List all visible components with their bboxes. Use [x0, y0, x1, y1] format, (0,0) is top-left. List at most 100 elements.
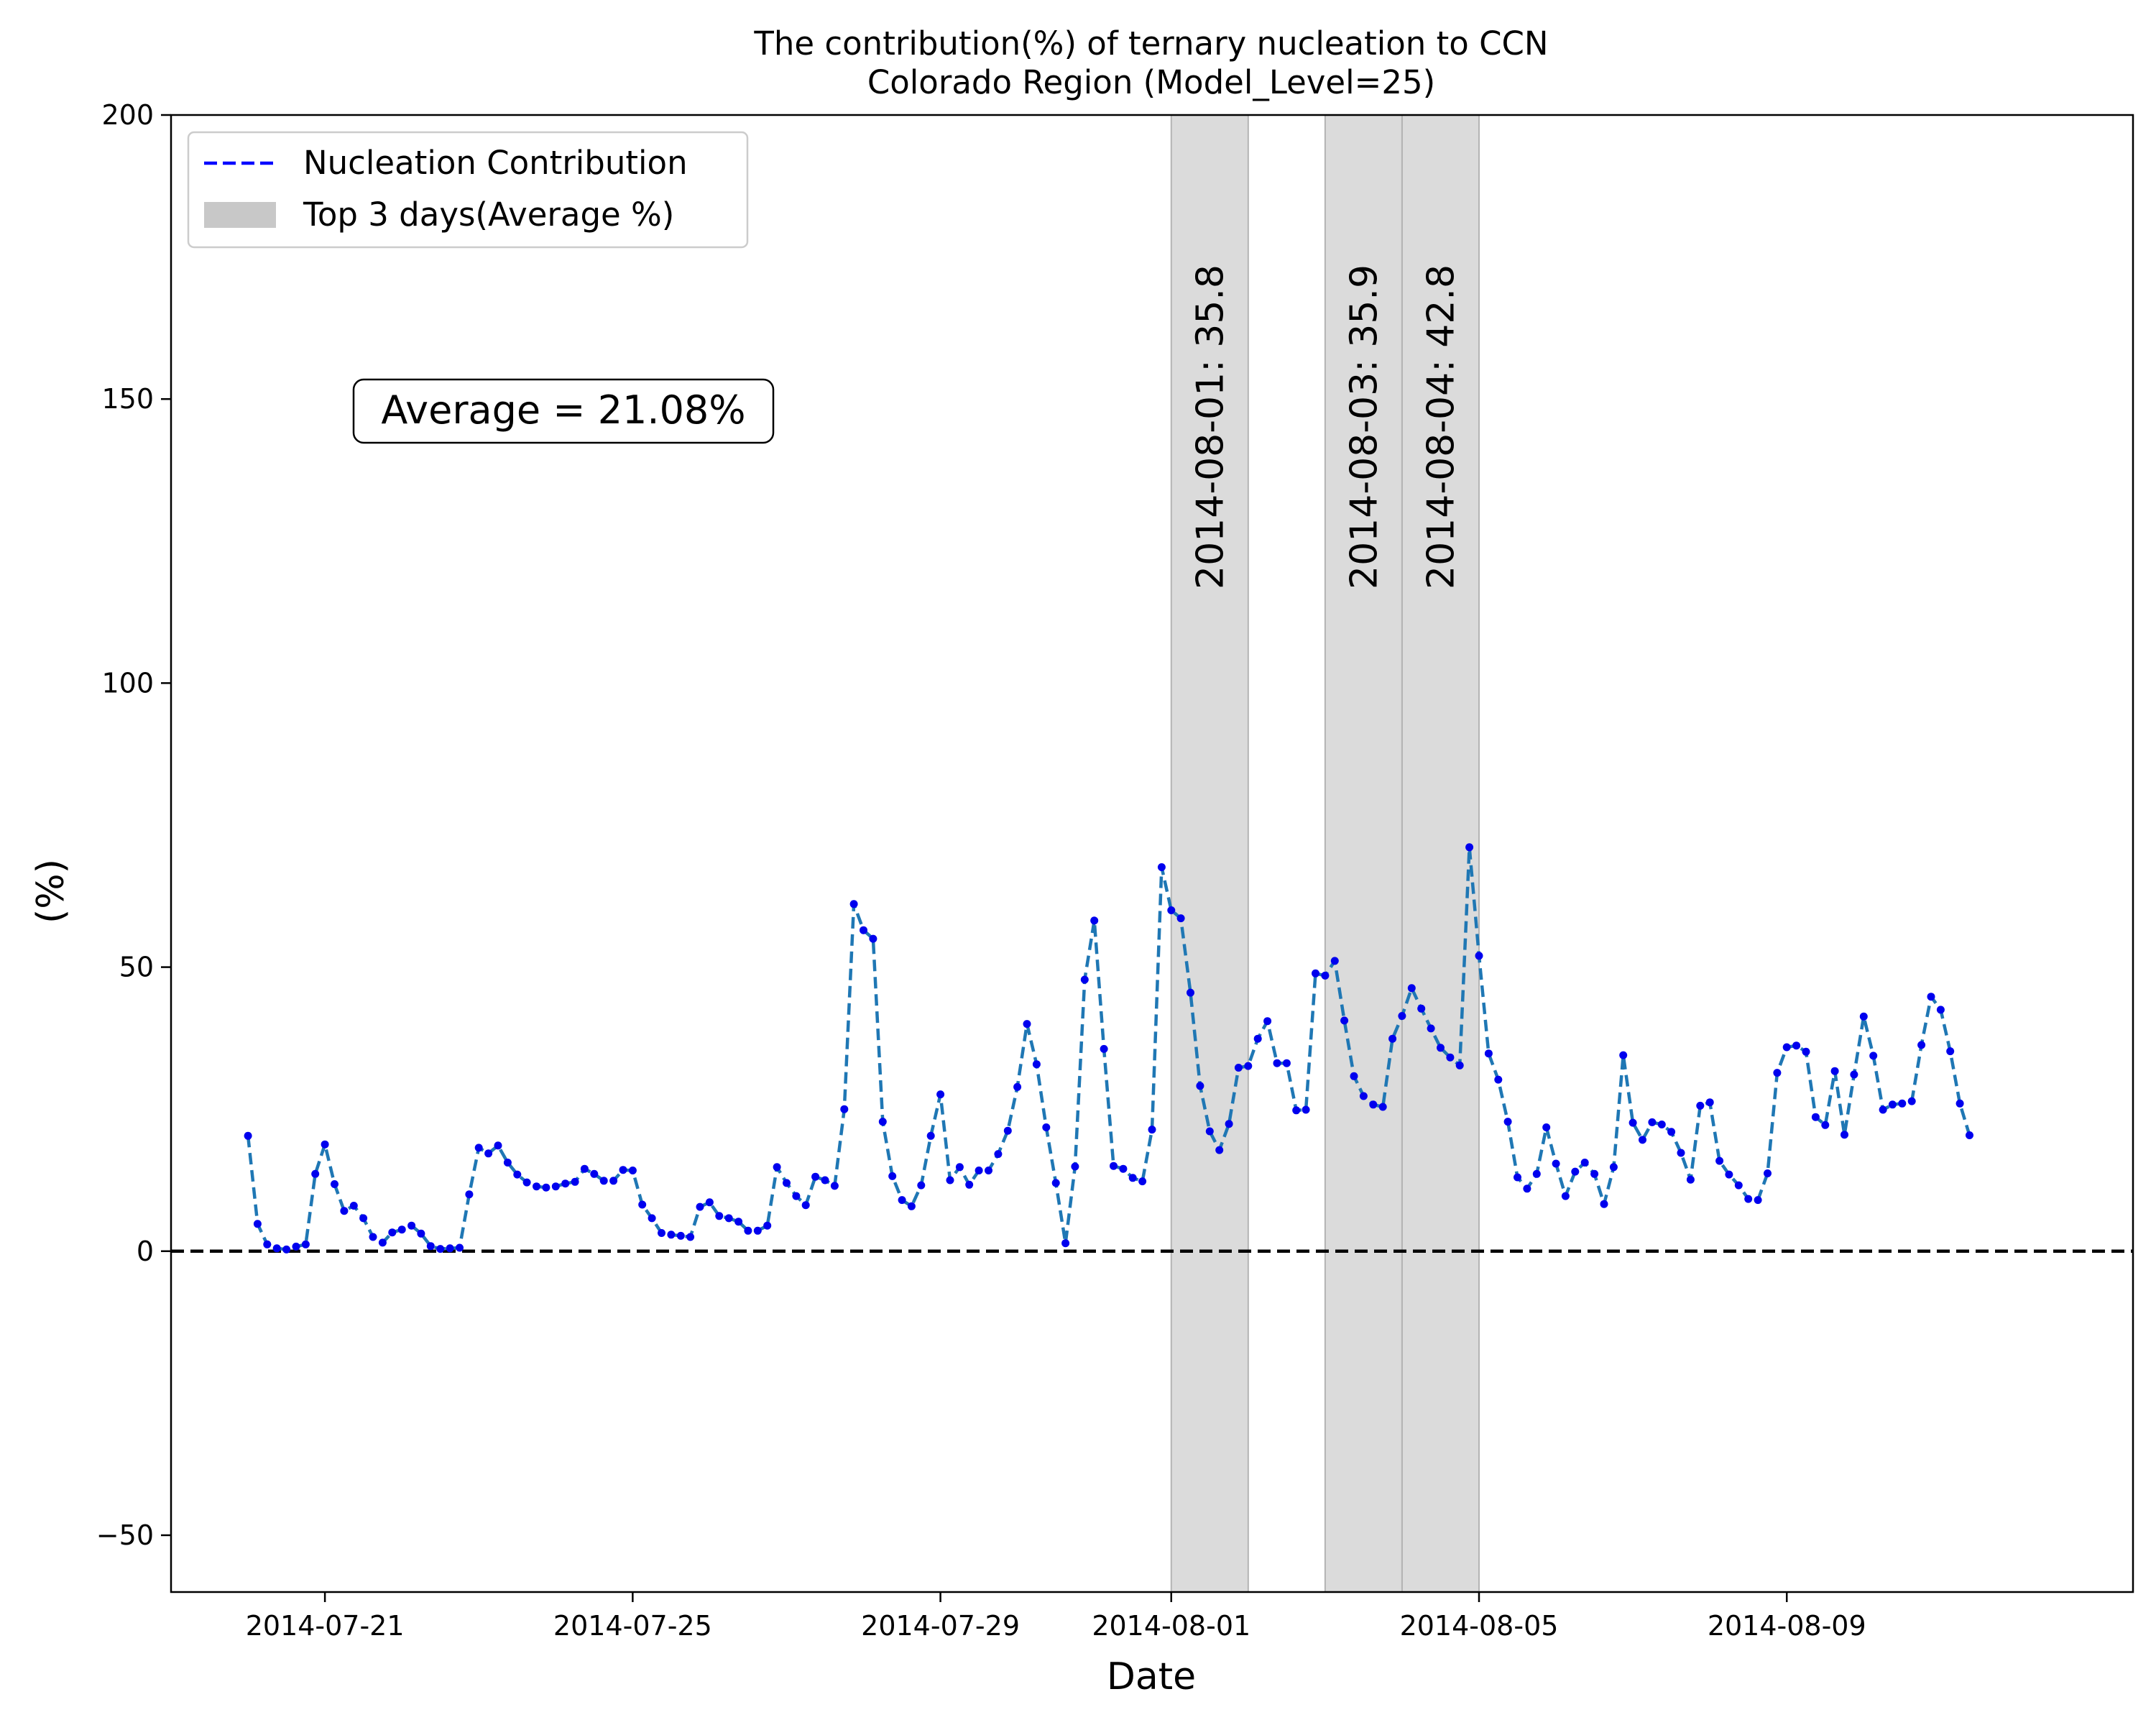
highlight-day-label-2: 2014-08-03: 35.9 — [1342, 264, 1386, 589]
data-point — [551, 1182, 560, 1191]
data-point — [1080, 975, 1089, 984]
y-tick-label: −50 — [96, 1519, 154, 1551]
data-point — [1225, 1120, 1233, 1128]
data-point — [1523, 1184, 1531, 1193]
data-point — [1110, 1162, 1118, 1170]
data-point — [1571, 1167, 1580, 1176]
data-point — [667, 1230, 676, 1239]
data-point — [1955, 1099, 1964, 1108]
data-point — [1187, 988, 1194, 997]
data-point — [1427, 1024, 1435, 1033]
data-point — [1667, 1128, 1676, 1136]
data-point — [1773, 1069, 1782, 1077]
x-tick-label: 2014-08-09 — [1708, 1610, 1866, 1642]
data-point — [244, 1131, 252, 1140]
chart-subtitle: Colorado Region (Model_Level=25) — [867, 63, 1435, 101]
data-point — [1282, 1059, 1291, 1067]
data-point — [1927, 993, 1935, 1001]
data-point — [1369, 1100, 1378, 1109]
data-point — [1686, 1175, 1695, 1184]
data-point — [1639, 1136, 1646, 1144]
data-point — [1148, 1126, 1156, 1134]
data-point — [744, 1226, 752, 1235]
data-point — [917, 1181, 926, 1190]
data-point — [340, 1207, 349, 1215]
series-points — [244, 843, 1973, 1254]
data-point — [378, 1238, 387, 1247]
data-point — [1350, 1072, 1358, 1080]
data-point — [1205, 1127, 1214, 1136]
data-point — [1234, 1064, 1243, 1072]
data-point — [994, 1150, 1003, 1159]
x-tick-label: 2014-07-21 — [246, 1610, 405, 1642]
data-point — [1898, 1099, 1907, 1108]
data-point — [301, 1240, 310, 1248]
data-point — [533, 1182, 540, 1191]
data-point — [1446, 1053, 1455, 1062]
data-point — [1475, 952, 1483, 960]
data-point — [253, 1220, 262, 1228]
legend-box — [187, 131, 749, 249]
data-point — [1100, 1044, 1108, 1053]
data-point — [985, 1167, 992, 1174]
average-annotation-text: Average = 21.08% — [381, 387, 745, 433]
data-point — [1003, 1126, 1012, 1135]
data-point — [773, 1163, 781, 1172]
data-point — [1590, 1169, 1599, 1178]
highlight-band-2 — [1324, 114, 1403, 1593]
data-point — [1196, 1082, 1204, 1090]
data-point — [417, 1229, 425, 1238]
data-point — [1802, 1047, 1810, 1056]
data-point — [1628, 1118, 1637, 1127]
data-point — [1677, 1149, 1685, 1157]
data-point — [1138, 1177, 1147, 1186]
data-point — [571, 1177, 579, 1186]
data-point — [1561, 1192, 1570, 1200]
data-point — [1792, 1041, 1801, 1050]
data-point — [628, 1167, 637, 1174]
data-point — [1032, 1060, 1041, 1069]
data-point — [1359, 1092, 1368, 1100]
data-point — [522, 1178, 531, 1187]
data-point — [1821, 1121, 1830, 1129]
data-point — [801, 1201, 810, 1210]
data-point — [1888, 1100, 1897, 1109]
data-point — [619, 1166, 627, 1174]
data-point — [494, 1141, 502, 1150]
y-tick-label: 100 — [101, 667, 154, 699]
data-point — [349, 1202, 358, 1210]
data-point — [783, 1179, 791, 1187]
data-point — [1619, 1051, 1628, 1059]
data-point — [282, 1245, 291, 1254]
data-point — [1532, 1169, 1541, 1178]
data-point — [1484, 1049, 1493, 1058]
data-point — [1609, 1163, 1618, 1172]
data-point — [648, 1214, 656, 1223]
data-point — [1705, 1098, 1714, 1107]
y-tick-label: 50 — [119, 952, 154, 983]
series-line — [246, 845, 1971, 1251]
data-point — [1782, 1043, 1791, 1052]
data-point — [1580, 1159, 1589, 1167]
data-point — [1013, 1082, 1022, 1091]
data-point — [1907, 1097, 1916, 1105]
legend: Nucleation Contribution Top 3 days(Avera… — [187, 131, 749, 249]
data-point — [321, 1140, 329, 1149]
data-point — [734, 1218, 743, 1226]
data-point — [369, 1233, 377, 1241]
data-point — [1811, 1113, 1820, 1121]
legend-band-label: Top 3 days(Average %) — [303, 196, 674, 234]
data-point — [397, 1225, 406, 1234]
data-point — [1494, 1075, 1503, 1084]
data-point — [1552, 1159, 1560, 1168]
data-point — [388, 1228, 397, 1237]
average-annotation: Average = 21.08% — [352, 378, 775, 444]
data-point — [1340, 1016, 1349, 1025]
data-point — [1859, 1012, 1868, 1021]
data-point — [407, 1221, 416, 1230]
data-point — [513, 1170, 522, 1179]
data-point — [436, 1245, 445, 1254]
data-point — [792, 1192, 801, 1200]
